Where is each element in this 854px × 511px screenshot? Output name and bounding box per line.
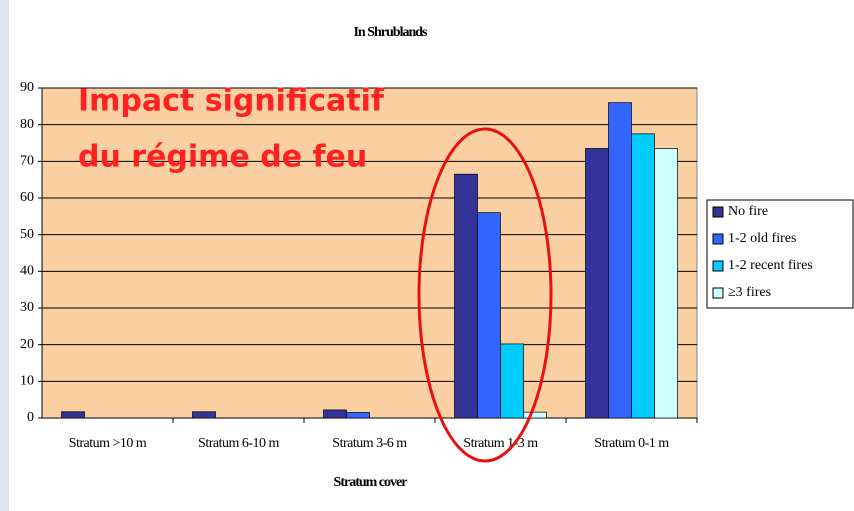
y-tick-label: 40: [20, 264, 34, 279]
bar: [585, 148, 609, 419]
annotation: du régime de feu: [78, 140, 367, 175]
y-tick-label: 90: [20, 80, 34, 95]
y-tick-label: 10: [20, 374, 34, 389]
x-tick-label: Stratum >10 m: [69, 436, 147, 451]
bar: [346, 412, 370, 419]
bar: [523, 411, 547, 419]
y-tick-label: 30: [20, 300, 34, 315]
legend: [706, 199, 854, 309]
y-tick-label: 60: [20, 190, 34, 205]
x-tick-label: Stratum 3-6 m: [332, 436, 407, 451]
chart-title: In Shrublands: [353, 25, 428, 40]
bar: [323, 409, 347, 419]
legend-label: No fire: [728, 204, 768, 219]
legend-swatch: [712, 206, 724, 218]
y-tick-label: 50: [20, 227, 34, 242]
x-axis-label: Stratum cover: [334, 475, 408, 490]
y-tick-label: 20: [20, 337, 34, 352]
x-tick-label: Stratum 0-1 m: [594, 436, 669, 451]
bar: [61, 411, 85, 419]
bar: [631, 133, 655, 419]
x-tick-label: Stratum 1-3 m: [463, 436, 538, 451]
y-tick-label: 0: [27, 410, 34, 425]
legend-swatch: [712, 287, 724, 299]
legend-swatch: [712, 260, 724, 272]
side-strip: [0, 0, 9, 511]
bar: [500, 343, 524, 419]
bar: [192, 411, 216, 419]
legend-label: ≥3 fires: [728, 285, 771, 300]
legend-label: 1-2 old fires: [728, 231, 796, 246]
bar: [454, 173, 478, 419]
legend-label: 1-2 recent fires: [728, 258, 813, 273]
highlight-ellipse: [417, 127, 553, 463]
annotation: Impact significatif: [78, 84, 385, 119]
y-tick-label: 80: [20, 117, 34, 132]
x-tick-label: Stratum 6-10 m: [198, 436, 279, 451]
bar: [654, 148, 678, 419]
bar: [608, 102, 632, 419]
y-tick-label: 70: [20, 154, 34, 169]
legend-swatch: [712, 233, 724, 245]
bar: [477, 212, 501, 419]
